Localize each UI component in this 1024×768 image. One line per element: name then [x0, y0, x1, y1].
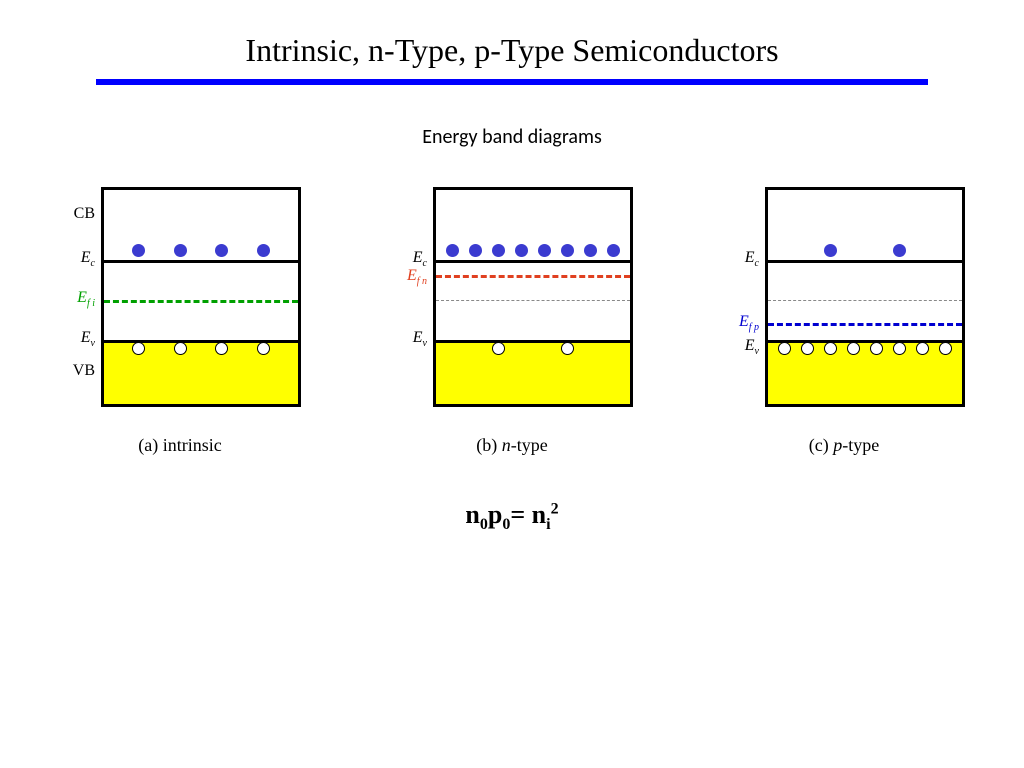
subtitle: Energy band diagrams — [0, 125, 1024, 149]
hole-icon — [916, 342, 929, 355]
electron-icon — [515, 244, 528, 257]
electron-icon — [257, 244, 270, 257]
ec-line — [104, 260, 298, 263]
panel-caption: (c) p-type — [809, 435, 879, 456]
electron-icon — [561, 244, 574, 257]
band-label: Ev — [745, 337, 759, 357]
diagram-row: CB Ec Ef i Ev VB (a) intrinsic Ec Ef n Ev (b) n-t… — [0, 187, 1024, 456]
electron-icon — [538, 244, 551, 257]
fermi-level-line — [436, 275, 630, 278]
ec-line — [768, 260, 962, 263]
electron-icon — [584, 244, 597, 257]
electron-icon — [446, 244, 459, 257]
electron-icon — [174, 244, 187, 257]
hole-icon — [132, 342, 145, 355]
electron-icon — [215, 244, 228, 257]
electron-icon — [893, 244, 906, 257]
band-label: Ev — [81, 329, 95, 349]
hole-icon — [215, 342, 228, 355]
electron-icon — [824, 244, 837, 257]
axis-labels: CB Ec Ef i Ev VB — [59, 187, 101, 407]
hole-icon — [939, 342, 952, 355]
band-label: Ef p — [739, 313, 759, 333]
panel-c: Ec Ef p Ev (c) p-type — [723, 187, 965, 456]
band-label: Ef i — [77, 289, 95, 309]
hole-icon — [847, 342, 860, 355]
intrinsic-fermi-reference — [436, 300, 630, 301]
band-diagram-box — [433, 187, 633, 407]
mass-action-equation: n0p0= ni2 — [0, 500, 1024, 534]
electrons-row — [104, 244, 298, 257]
band-label: Ec — [81, 249, 95, 269]
ec-line — [436, 260, 630, 263]
hole-icon — [257, 342, 270, 355]
panel-b: EcEf nEv(b) n-type — [391, 187, 633, 456]
electron-icon — [132, 244, 145, 257]
hole-icon — [561, 342, 574, 355]
axis-labels: Ec Ef p Ev — [723, 187, 765, 407]
fermi-level-line — [104, 300, 298, 303]
panel-caption: (b) n-type — [476, 435, 547, 456]
holes-row — [104, 342, 298, 355]
panel-a: CB Ec Ef i Ev VB (a) intrinsic — [59, 187, 301, 456]
band-label: CB — [74, 205, 95, 223]
band-label: VB — [73, 362, 95, 380]
holes-row — [436, 342, 630, 355]
hole-icon — [801, 342, 814, 355]
band-diagram-box — [765, 187, 965, 407]
hole-icon — [893, 342, 906, 355]
band-diagram-box — [101, 187, 301, 407]
intrinsic-fermi-reference — [768, 300, 962, 301]
fermi-level-line — [768, 323, 962, 326]
hole-icon — [492, 342, 505, 355]
hole-icon — [824, 342, 837, 355]
electron-icon — [607, 244, 620, 257]
hole-icon — [870, 342, 883, 355]
electron-icon — [469, 244, 482, 257]
band-label: Ev — [413, 329, 427, 349]
axis-labels: EcEf nEv — [391, 187, 433, 407]
electrons-row — [768, 244, 962, 257]
hole-icon — [174, 342, 187, 355]
holes-row — [768, 342, 962, 355]
panel-caption: (a) intrinsic — [138, 435, 221, 456]
band-label: Ec — [745, 249, 759, 269]
title-underline — [96, 79, 928, 85]
page-title: Intrinsic, n-Type, p-Type Semiconductors — [0, 0, 1024, 69]
electron-icon — [492, 244, 505, 257]
hole-icon — [778, 342, 791, 355]
band-label: Ef n — [407, 267, 427, 287]
electrons-row — [436, 244, 630, 257]
